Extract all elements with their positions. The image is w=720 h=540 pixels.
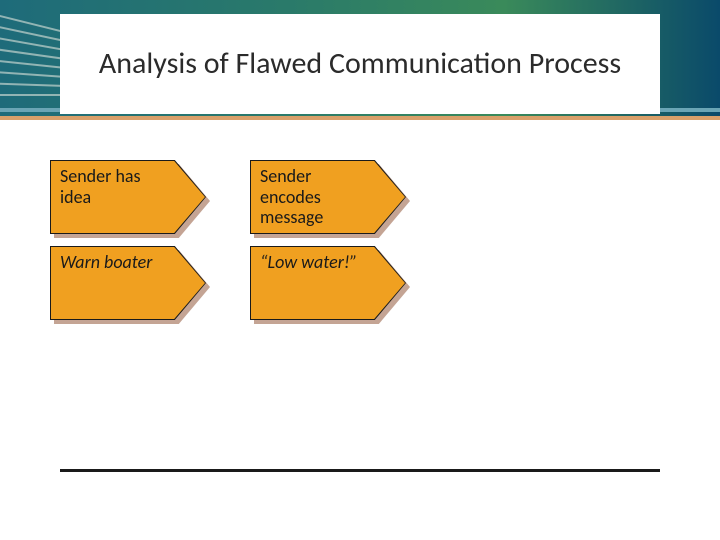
diagram-row-2: Warn boater “Low water!” (50, 246, 670, 324)
header-band: Analysis of Flawed Communication Process (0, 0, 720, 120)
arrow-warn-boater: Warn boater (50, 246, 210, 324)
arrow-text: Warn boater (60, 252, 170, 273)
footer-line (60, 469, 660, 472)
arrow-text: Sender has idea (60, 166, 170, 207)
slide-title: Analysis of Flawed Communication Process (99, 47, 621, 82)
arrow-low-water: “Low water!” (250, 246, 410, 324)
arrow-sender-has-idea: Sender has idea (50, 160, 210, 238)
arrow-sender-encodes: Sender encodes message (250, 160, 410, 238)
header-accent-bottom (0, 116, 720, 120)
arrow-text: Sender encodes message (260, 166, 370, 228)
diagram-content: Sender has idea Sender encodes message W… (50, 160, 670, 332)
title-box: Analysis of Flawed Communication Process (60, 14, 660, 114)
diagram-row-1: Sender has idea Sender encodes message (50, 160, 670, 238)
arrow-text: “Low water!” (260, 252, 370, 273)
